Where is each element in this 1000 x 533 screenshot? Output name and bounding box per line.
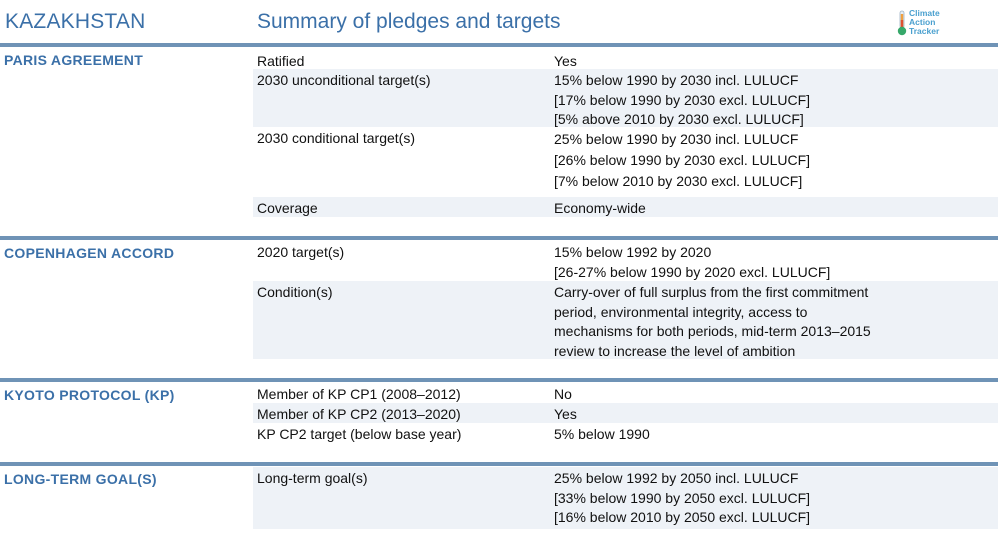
value-line: 25% below 1990 by 2030 incl. LULUCF (554, 131, 799, 147)
logo-word: Climate (909, 8, 940, 18)
section-kyoto-protocol: KYOTO PROTOCOL (KP) Member of KP CP1 (20… (0, 378, 1000, 448)
row-label: Condition(s) (257, 284, 333, 300)
value-line: [26% below 1990 by 2030 excl. LULUCF] (554, 152, 811, 168)
value-line: [17% below 1990 by 2030 excl. LULUCF] (554, 91, 811, 108)
row-value: 5% below 1990 (554, 425, 650, 445)
value-line: [26-27% below 1990 by 2020 excl. LULUCF] (554, 263, 831, 280)
value-line: Economy-wide (554, 200, 646, 216)
table-row: 2020 target(s) 15% below 1992 by 2020 [2… (253, 241, 998, 281)
section-divider (0, 378, 998, 382)
value-line: [33% below 1990 by 2050 excl. LULUCF] (554, 489, 811, 506)
thermometer-icon (897, 10, 907, 36)
value-line: No (554, 386, 572, 402)
table-row: Member of KP CP1 (2008–2012) No (253, 383, 998, 403)
row-label: 2020 target(s) (257, 244, 345, 260)
row-label: Member of KP CP2 (2013–2020) (257, 406, 461, 422)
value-line: Yes (554, 53, 577, 69)
row-value: Yes (554, 405, 577, 425)
value-line: 25% below 1992 by 2050 incl. LULUCF (554, 470, 799, 486)
value-line: mechanisms for both periods, mid-term 20… (554, 323, 871, 339)
value-line: period, environmental integrity, access … (554, 303, 808, 320)
section-divider (0, 43, 998, 47)
row-value: 25% below 1992 by 2050 incl. LULUCF [33%… (554, 469, 810, 528)
value-line: [16% below 2010 by 2050 excl. LULUCF] (554, 509, 811, 525)
section-long-term-goals: LONG-TERM GOAL(S) Long-term goal(s) 25% … (0, 462, 1000, 530)
value-line: Carry-over of full surplus from the firs… (554, 284, 869, 300)
row-value: No (554, 385, 572, 405)
logo-word: Action (909, 17, 936, 27)
table-row: KP CP2 target (below base year) 5% below… (253, 423, 998, 443)
section-divider (0, 462, 998, 466)
value-line: [5% above 2010 by 2030 excl. LULUCF] (554, 111, 804, 127)
table-row: Condition(s) Carry-over of full surplus … (253, 281, 998, 359)
table-row: Member of KP CP2 (2013–2020) Yes (253, 403, 998, 423)
value-line: review to increase the level of ambition (554, 342, 796, 359)
country-title: KAZAKHSTAN (5, 10, 146, 33)
page-subtitle: Summary of pledges and targets (257, 10, 561, 33)
row-label: Coverage (257, 200, 318, 216)
row-value: Carry-over of full surplus from the firs… (554, 283, 871, 361)
row-label: 2030 unconditional target(s) (257, 72, 431, 88)
value-line: Yes (554, 406, 577, 422)
row-value: 15% below 1992 by 2020 [26-27% below 199… (554, 243, 830, 282)
section-paris-agreement: PARIS AGREEMENT Ratified Yes 2030 uncond… (0, 43, 1000, 218)
logo-text: Climate Action Tracker (909, 9, 940, 36)
value-line: 15% below 1990 by 2030 incl. LULUCF (554, 72, 799, 88)
section-copenhagen-accord: COPENHAGEN ACCORD 2020 target(s) 15% bel… (0, 236, 1000, 361)
row-label: Ratified (257, 53, 305, 69)
section-title: LONG-TERM GOAL(S) (4, 471, 157, 487)
row-label: Member of KP CP1 (2008–2012) (257, 386, 461, 402)
section-title: COPENHAGEN ACCORD (4, 245, 175, 261)
value-line: [7% below 2010 by 2030 excl. LULUCF] (554, 173, 803, 189)
row-value: 15% below 1990 by 2030 incl. LULUCF [17%… (554, 71, 810, 130)
row-label: Long-term goal(s) (257, 470, 368, 486)
section-title: PARIS AGREEMENT (4, 52, 144, 68)
table-row: Coverage Economy-wide (253, 197, 998, 217)
table-row: Ratified Yes (253, 50, 998, 69)
value-line: 15% below 1992 by 2020 (554, 244, 712, 260)
table-row: 2030 unconditional target(s) 15% below 1… (253, 69, 998, 127)
row-value: 25% below 1990 by 2030 incl. LULUCF [26%… (554, 129, 810, 192)
table-row: 2030 conditional target(s) 25% below 199… (253, 127, 998, 197)
row-value: Yes (554, 52, 577, 72)
section-title: KYOTO PROTOCOL (KP) (4, 387, 175, 403)
logo-word: Tracker (909, 26, 940, 36)
row-label: KP CP2 target (below base year) (257, 426, 462, 442)
page-header: KAZAKHSTAN Summary of pledges and target… (0, 0, 1000, 44)
section-divider (0, 236, 998, 240)
climate-action-tracker-logo: Climate Action Tracker (896, 9, 956, 37)
table-row: Long-term goal(s) 25% below 1992 by 2050… (253, 467, 998, 529)
row-label: 2030 conditional target(s) (257, 130, 415, 146)
value-line: 5% below 1990 (554, 426, 650, 442)
row-value: Economy-wide (554, 199, 646, 219)
